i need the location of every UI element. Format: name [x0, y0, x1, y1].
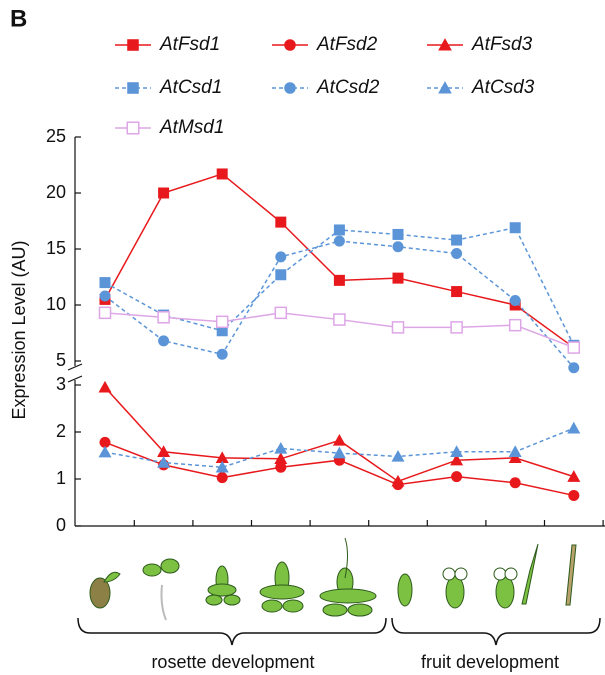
- group-label: rosette development: [151, 652, 314, 672]
- group-brackets: [77, 617, 601, 646]
- marker: [438, 81, 452, 94]
- marker: [567, 421, 581, 434]
- marker: [509, 222, 521, 234]
- marker: [215, 451, 229, 464]
- marker: [157, 311, 170, 324]
- y-tick-label: 5: [56, 350, 66, 370]
- marker: [508, 451, 522, 464]
- marker: [127, 39, 139, 51]
- marker: [284, 82, 296, 94]
- marker: [333, 224, 345, 236]
- marker: [157, 456, 171, 468]
- marker: [333, 274, 345, 286]
- marker: [391, 321, 405, 334]
- marker: [98, 445, 112, 458]
- marker: [284, 39, 296, 51]
- marker: [333, 235, 345, 247]
- marker: [127, 82, 139, 94]
- marker: [391, 474, 405, 487]
- marker: [451, 286, 463, 298]
- panel-label: B: [10, 5, 27, 32]
- legend-label: AtCsd2: [316, 77, 380, 98]
- y-axis-label: Expression Level (AU): [9, 240, 29, 419]
- marker: [275, 216, 287, 228]
- marker: [451, 471, 463, 483]
- marker: [98, 380, 112, 393]
- y-tick-label: 0: [56, 515, 66, 535]
- marker: [99, 277, 111, 289]
- marker: [216, 168, 228, 180]
- marker: [450, 445, 464, 457]
- legend-label: AtFsd1: [159, 34, 220, 55]
- y-tick-label: 10: [46, 294, 66, 314]
- y-tick-label: 25: [46, 126, 66, 146]
- marker: [392, 228, 404, 240]
- legend-label: AtCsd1: [159, 77, 222, 98]
- marker: [568, 489, 580, 501]
- marker: [215, 315, 229, 329]
- marker: [332, 433, 346, 446]
- marker: [274, 452, 288, 464]
- marker: [509, 295, 521, 307]
- legend-label: AtCsd3: [471, 77, 535, 98]
- marker: [332, 446, 346, 459]
- legend-label: AtMsd1: [159, 117, 224, 138]
- marker: [450, 321, 463, 334]
- marker: [215, 460, 229, 473]
- marker: [126, 121, 140, 135]
- marker: [158, 187, 170, 199]
- marker: [216, 472, 228, 484]
- marker: [392, 272, 404, 284]
- marker: [274, 441, 288, 454]
- y-tick-label: 15: [46, 238, 66, 258]
- marker: [508, 445, 522, 457]
- legend-label: AtFsd3: [471, 34, 533, 55]
- marker: [157, 445, 171, 457]
- y-tick-label: 3: [56, 374, 66, 394]
- marker: [274, 306, 288, 320]
- y-tick-label: 2: [56, 421, 66, 441]
- marker: [216, 325, 228, 337]
- marker: [392, 241, 404, 253]
- marker: [333, 313, 346, 326]
- marker: [567, 470, 581, 482]
- marker: [438, 38, 452, 51]
- marker: [508, 318, 522, 332]
- marker: [99, 290, 111, 302]
- marker: [451, 234, 463, 246]
- marker: [391, 449, 405, 462]
- y-tick-label: 1: [56, 468, 66, 488]
- marker: [509, 477, 521, 489]
- marker: [275, 461, 287, 473]
- marker: [450, 453, 464, 466]
- series-line: [104, 240, 575, 369]
- y-tick-label: 20: [46, 182, 66, 202]
- marker: [98, 306, 112, 320]
- axes: [67, 137, 605, 527]
- marker: [216, 348, 228, 360]
- marker: [568, 362, 580, 374]
- legend-label: AtFsd2: [316, 34, 378, 55]
- marker: [567, 341, 581, 354]
- marker: [158, 335, 170, 347]
- marker: [99, 436, 111, 448]
- marker: [451, 247, 463, 259]
- marker: [275, 269, 287, 281]
- plant-icons: [89, 537, 577, 621]
- marker: [275, 251, 287, 263]
- group-label: fruit development: [421, 652, 559, 672]
